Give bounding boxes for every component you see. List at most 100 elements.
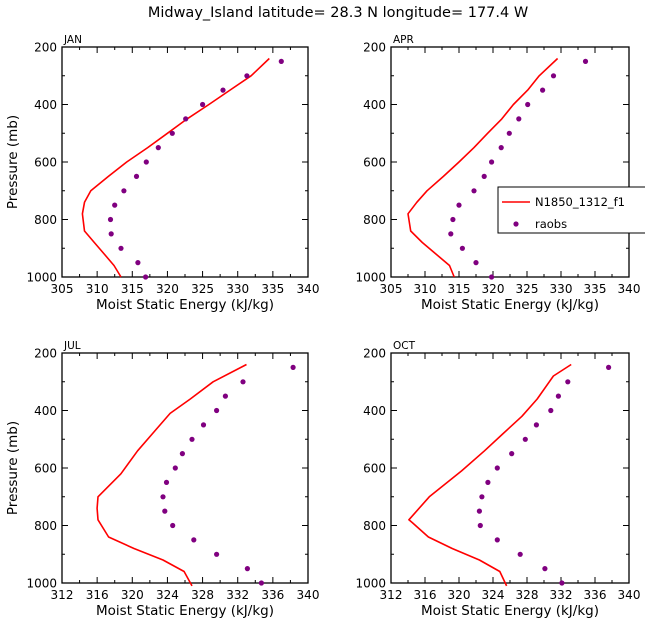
panels-group: JAN 305 310 315 320 325 330 335 340 200 400 600 800 1… [5,34,640,619]
x-tick-label: 320 [482,282,505,296]
y-tick-label: 600 [34,462,57,476]
raobs-point [179,451,185,457]
plot-frame [390,352,630,584]
raobs-point [489,274,495,280]
x-tick-label: 328 [516,588,539,602]
y-tick-label: 600 [363,462,386,476]
raobs-point [214,551,220,557]
raobs-point [220,87,226,93]
y-tick-label: 200 [34,347,57,361]
raobs-point [550,73,557,79]
raobs-point [522,436,528,442]
y-tick-label: 400 [34,404,57,418]
panel-label: JAN [63,34,82,46]
x-axis-title: Moist Static Energy (kJ/kg) [421,297,599,313]
raobs-point [533,422,540,428]
y-tick-label: 200 [363,347,386,361]
raobs-point [555,393,562,399]
raobs-point [479,494,485,500]
raobs-point [509,451,515,457]
raobs-point [290,364,296,370]
raobs-point [489,159,495,165]
raobs-point [143,274,149,280]
x-tick-label: 315 [121,282,144,296]
series-line-model [81,57,270,278]
x-tick-label: 336 [261,588,284,602]
raobs-point [163,479,170,485]
raobs-point [517,551,523,557]
legend-marker-swatch [513,221,519,227]
figure-title: Midway_Island latitude= 28.3 N longitude… [148,5,528,21]
x-tick-label: 316 [414,588,437,602]
x-tick-label: 335 [261,282,284,296]
raobs-point [183,116,189,122]
raobs-point [121,188,127,194]
raobs-point [155,145,161,151]
x-axis-title: Moist Static Energy (kJ/kg) [96,603,274,619]
y-tick-label: 1000 [26,271,57,285]
x-tick-label: 312 [380,588,403,602]
x-tick-label: 330 [550,282,573,296]
raobs-point [481,173,487,179]
x-tick-label: 305 [380,282,403,296]
x-tick-label: 312 [51,588,74,602]
y-tick-label: 1000 [355,577,386,591]
panel-label: OCT [393,340,416,352]
raobs-point [456,202,462,208]
raobs-point [133,173,140,179]
raobs-point [565,379,571,385]
y-tick-label: 200 [34,41,57,55]
x-tick-label: 310 [86,282,109,296]
raobs-point [459,245,465,251]
x-tick-label: 335 [584,282,607,296]
x-tick-label: 328 [191,588,214,602]
y-tick-label: 400 [363,404,386,418]
y-axis-title: Pressure (mb) [5,115,21,209]
raobs-point [498,145,504,151]
raobs-point [107,216,114,223]
raobs-point [606,364,612,370]
y-tick-label: 400 [34,98,57,112]
y-tick-label: 200 [363,41,386,55]
x-tick-label: 325 [191,282,214,296]
panel-label: JUL [63,340,81,352]
raobs-point [516,116,522,122]
y-axis-title: Pressure (mb) [5,421,21,515]
panel-apr: APR 305 310 315 320 325 330 335 340 200 400 600 800 1… [355,34,640,313]
panel-label: APR [393,34,414,46]
y-tick-label: 800 [34,213,57,227]
raobs-point [135,260,141,266]
x-tick-label: 324 [156,588,179,602]
x-tick-label: 310 [414,282,437,296]
raobs-point [240,379,246,385]
raobs-point [448,231,454,237]
raobs-point [506,130,512,136]
x-tick-label: 320 [156,282,179,296]
x-axis-title: Moist Static Energy (kJ/kg) [96,297,274,313]
x-axis-title: Moist Static Energy (kJ/kg) [421,603,599,619]
series-line-model [407,57,559,278]
raobs-point [189,436,195,442]
raobs-point [582,58,589,64]
raobs-point [244,566,250,572]
raobs-point [494,465,500,471]
raobs-point [494,537,500,543]
y-tick-label: 400 [363,98,386,112]
raobs-point [559,580,565,586]
raobs-point [540,87,546,93]
x-tick-label: 305 [51,282,74,296]
raobs-point [258,580,264,586]
y-tick-label: 1000 [26,577,57,591]
raobs-point [108,231,114,237]
x-tick-label: 320 [448,588,471,602]
x-tick-label: 332 [550,588,573,602]
raobs-point [160,494,166,500]
plot-frame [61,46,309,278]
legend-label-raobs: raobs [535,217,567,231]
panel-jul: JUL 312 316 320 324 328 332 336 340 200 400 600 800 1… [5,340,319,619]
raobs-point [112,202,118,208]
y-tick-label: 800 [34,519,57,533]
raobs-point [542,566,548,572]
